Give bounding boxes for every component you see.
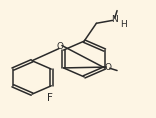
Text: H: H: [121, 20, 127, 29]
Text: O: O: [104, 63, 111, 72]
Text: O: O: [57, 42, 64, 51]
Text: F: F: [47, 93, 53, 103]
Text: N: N: [111, 15, 118, 24]
